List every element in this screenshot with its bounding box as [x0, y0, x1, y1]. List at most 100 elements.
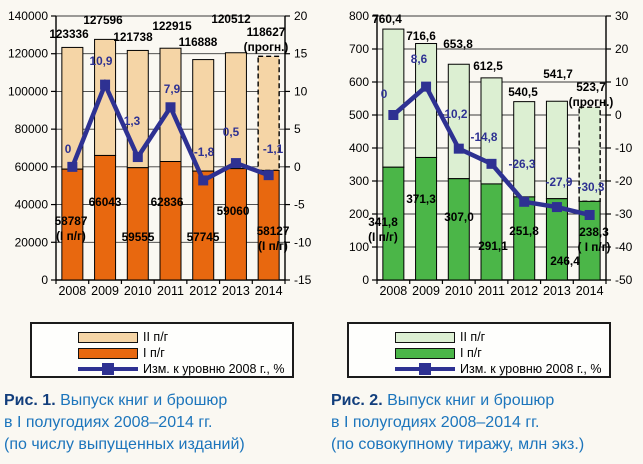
legend-bar-swatch: [78, 347, 138, 359]
first-half-value-label: 307,0: [444, 210, 474, 224]
percent-value-label: 0: [65, 142, 72, 156]
percent-value-label: 7,9: [164, 82, 181, 96]
left-axis-tick-label: 20000: [15, 235, 49, 249]
x-axis-category-label: 2008: [379, 284, 407, 298]
percent-value-label: -14,8: [471, 130, 498, 144]
left-axis-tick-label: 800: [349, 9, 369, 23]
legend-bar-swatch: [395, 331, 455, 343]
first-half-value-label: 62836: [151, 195, 184, 209]
right-axis-tick-label: -5: [294, 198, 305, 212]
x-axis-category-label: 2013: [543, 284, 571, 298]
total-value-label: (прогн.): [244, 40, 289, 54]
right-axis-tick-label: 0: [615, 108, 622, 122]
right-axis-tick-label: 10: [615, 75, 629, 89]
percent-value-label: 10,9: [90, 54, 113, 68]
legend-label: II п/г: [143, 330, 169, 344]
legend-item: Изм. к уровню 2008 г., %: [78, 361, 292, 377]
percent-value-label: -1,8: [194, 145, 215, 159]
first-half-value-label: 291,1: [478, 239, 508, 253]
first-half-value-label: 58787: [55, 214, 88, 228]
legend-item: II п/г: [78, 329, 292, 345]
legend-label: II п/г: [460, 330, 486, 344]
right-axis-tick-label: 10: [294, 84, 308, 98]
figure-1-number: Рис. 1.: [4, 392, 56, 409]
figure-1: 0 20000 40000 60000 80000 100000 120000 140000 -…: [0, 0, 321, 456]
right-axis-tick-label: -20: [615, 174, 633, 188]
total-value-label: 118627: [247, 25, 286, 39]
bar-segment-first-half: [126, 167, 149, 281]
right-axis-tick-label: -40: [615, 240, 633, 254]
first-half-value-label: 371,3: [406, 192, 436, 206]
chart-1-books-titles: 0 20000 40000 60000 80000 100000 120000 140000 -…: [8, 9, 312, 298]
bars-group: [61, 38, 280, 281]
caption-text: (по числу выпущенных изданий): [4, 436, 245, 453]
caption-text: в I полугодиях 2008–2014 гг.: [4, 414, 213, 431]
first-half-value-label: (I п/г): [56, 229, 86, 243]
total-value-label: 121738: [113, 30, 153, 44]
left-axis-tick-label: 100000: [8, 84, 48, 98]
data-labels: 0 20000 40000 60000 80000 100000 120000 140000 -…: [8, 9, 312, 298]
left-axis-tick-label: 0: [362, 273, 369, 287]
total-value-label: 612,5: [473, 59, 503, 73]
first-half-value-label: 238,3: [579, 225, 609, 239]
figure-2-number: Рис. 2.: [331, 392, 383, 409]
percent-value-label: -10,2: [441, 107, 468, 121]
legend-label: Изм. к уровню 2008 г., %: [143, 362, 285, 376]
x-axis-category-label: 2013: [222, 284, 250, 298]
first-half-value-label: 251,8: [509, 224, 539, 238]
bar-segment-second-half: [578, 106, 601, 203]
right-axis-tick-label: -15: [294, 273, 312, 287]
legend-label: Изм. к уровню 2008 г., %: [460, 362, 602, 376]
total-value-label: 122915: [152, 19, 192, 33]
first-half-value-label: 246,4: [550, 254, 580, 268]
first-half-value-label: (I п/г): [258, 239, 288, 253]
line-marker: [67, 161, 78, 172]
left-axis-tick-label: 100: [349, 240, 369, 254]
right-axis-tick-label: -50: [615, 273, 633, 287]
line-marker: [165, 102, 176, 113]
bar-segment-second-half: [513, 101, 536, 198]
total-value-label: 541,7: [543, 67, 573, 81]
bar-segment-first-half: [578, 200, 601, 281]
percent-value-label: 1,3: [124, 114, 141, 128]
line-series: [67, 78, 274, 186]
first-half-value-label: 59060: [217, 204, 250, 218]
percent-value-label: -1,1: [263, 142, 284, 156]
line-marker: [132, 152, 143, 163]
left-axis-tick-label: 120000: [8, 47, 48, 61]
x-axis-category-label: 2009: [412, 284, 440, 298]
legend-bar-swatch: [395, 347, 455, 359]
bar-segment-first-half: [159, 161, 182, 281]
right-axis-tick-label: 30: [615, 9, 629, 23]
left-axis-tick-label: 600: [349, 75, 369, 89]
first-half-value-label: 59555: [122, 230, 155, 244]
total-value-label: 523,7: [576, 80, 606, 94]
left-axis-tick-label: 60000: [15, 160, 49, 174]
bar-segment-first-half: [94, 154, 117, 281]
legend-line-swatch: [78, 363, 138, 375]
caption-text: Выпуск книг и брошюр: [387, 392, 555, 409]
bar-segment-first-half: [480, 183, 503, 281]
left-axis-tick-label: 200: [349, 207, 369, 221]
bar-segment-first-half: [224, 168, 247, 281]
marker-sample: [102, 363, 114, 375]
bar-segment-first-half: [545, 198, 568, 281]
x-axis-category-label: 2010: [124, 284, 152, 298]
caption-text: в I полугодиях 2008–2014 гг.: [331, 414, 540, 431]
line-marker: [453, 143, 464, 154]
bar-segment-first-half: [382, 166, 405, 281]
chart-2-books-copies: 0100200300400500600700800-50-40-30-20-10…: [349, 9, 633, 298]
bar-segment-second-half: [126, 49, 149, 169]
caption-text: (по совокупному тиражу, млн экз.): [331, 436, 585, 453]
right-axis-tick-label: 0: [294, 160, 301, 174]
total-value-label: 116888: [179, 35, 218, 49]
right-axis-tick-label: 15: [294, 47, 308, 61]
figure-2: 0 100 200 300 400 500 600 700 800 -50 -40 -30 -20 -10…: [321, 0, 643, 456]
x-axis-category-label: 2009: [91, 284, 119, 298]
right-axis-tick-label: 20: [294, 9, 308, 23]
legend-label: I п/г: [460, 346, 482, 360]
line-marker: [519, 196, 530, 207]
caption-line: Рис. 2. Выпуск книг и брошюр: [331, 390, 643, 412]
legend-bar-swatch: [78, 331, 138, 343]
